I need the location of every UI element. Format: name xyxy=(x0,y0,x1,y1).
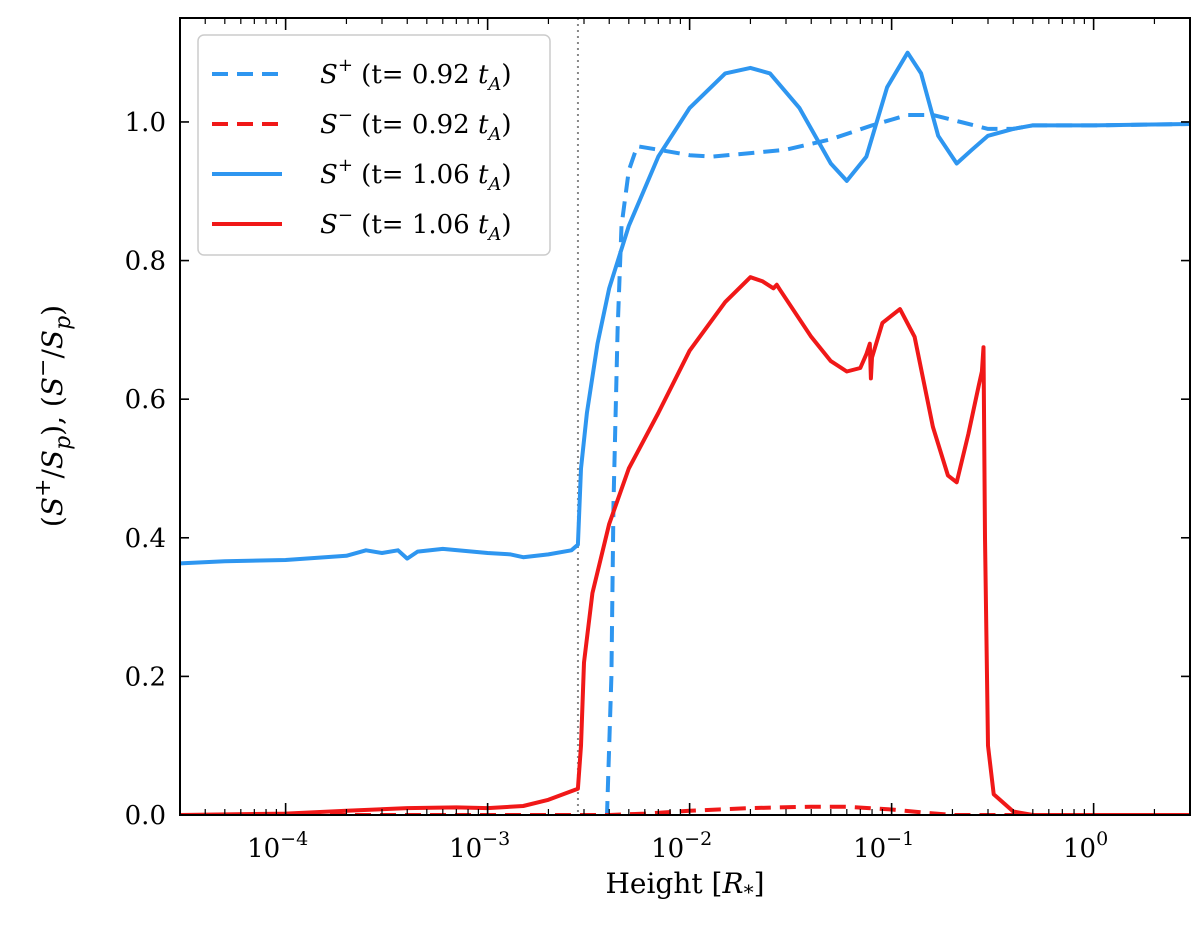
x-tick-label: 10−1 xyxy=(853,828,914,864)
x-tick-label: 10−2 xyxy=(651,828,712,864)
x-tick-label: 100 xyxy=(1063,828,1108,864)
legend: S+ (t= 0.92 tA) S− (t= 0.92 tA) S+ (t= 1.0… xyxy=(197,34,551,256)
legend-label-2: S− (t= 0.92 tA) xyxy=(320,105,512,145)
y-tick-label: 0.8 xyxy=(125,247,166,277)
series-line-1 xyxy=(180,113,1190,815)
y-axis-label: (S+/Sp), (S−/Sp) xyxy=(31,305,76,527)
x-tick-label: 10−4 xyxy=(247,828,308,864)
y-tick-label: 0.0 xyxy=(125,801,166,831)
legend-label-1: S+ (t= 0.92 tA) xyxy=(320,55,512,95)
series-line-2 xyxy=(180,804,1190,815)
svg-text:(S+/Sp), (S−/Sp): (S+/Sp), (S−/Sp) xyxy=(31,305,76,527)
y-tick-label: 0.4 xyxy=(125,524,166,554)
legend-label-4: S− (t= 1.06 tA) xyxy=(320,205,512,245)
legend-label-3: S+ (t= 1.06 tA) xyxy=(320,155,512,195)
x-tick-label: 10−3 xyxy=(449,828,510,864)
ticks-layer: 0.0 0.2 0.4 0.6 0.8 1.0 10−4 10−3 10−2 10−1 100 xyxy=(125,18,1191,864)
x-axis-label: Height [R*] xyxy=(605,867,764,904)
legend-box xyxy=(197,34,551,256)
series-line-4 xyxy=(180,275,1190,815)
plot-frame xyxy=(179,17,1191,816)
series-layer xyxy=(180,50,1190,815)
y-tick-label: 0.2 xyxy=(125,662,166,692)
series-line-3 xyxy=(180,50,1190,566)
y-tick-label: 1.0 xyxy=(125,108,166,138)
y-tick-label: 0.6 xyxy=(125,385,166,415)
